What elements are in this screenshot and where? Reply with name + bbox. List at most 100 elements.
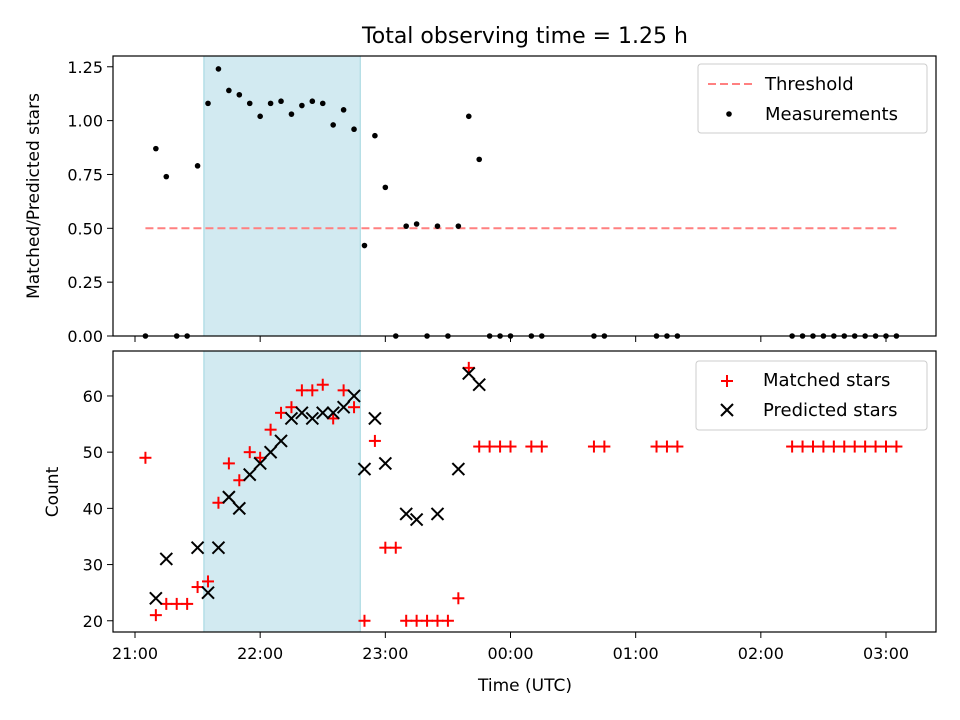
measurement-point xyxy=(893,333,900,339)
matched-star-point xyxy=(243,446,256,459)
bottom-y-tick-label: 30 xyxy=(83,556,103,575)
predicted-x-b xyxy=(451,462,466,476)
matched-star-point xyxy=(473,440,486,453)
matched-star-point xyxy=(295,384,308,397)
predicted-star-point xyxy=(368,411,382,426)
measurement-point xyxy=(591,333,597,339)
matched-star-point xyxy=(327,412,340,425)
predicted-star-point xyxy=(190,540,205,555)
matched-star-point xyxy=(306,384,319,397)
predicted-x-b xyxy=(430,507,445,521)
top-y-tick-label: 0.75 xyxy=(67,165,103,184)
matched-star-point xyxy=(275,406,288,419)
top-legend: Threshold Measurements xyxy=(697,63,928,134)
predicted-x-b xyxy=(472,378,486,392)
measurement-point xyxy=(872,333,879,339)
predicted-star-point xyxy=(159,552,173,566)
predicted-x-b xyxy=(201,585,215,600)
measurement-point xyxy=(205,100,211,107)
measurement-point xyxy=(382,184,389,191)
measurement-point xyxy=(528,333,535,339)
matched-star-point xyxy=(671,440,684,453)
measurement-point xyxy=(403,223,409,229)
measurement-point xyxy=(215,66,222,72)
measurement-point xyxy=(340,107,347,113)
bottom-legend-box xyxy=(695,360,928,431)
predicted-star-point xyxy=(305,411,320,426)
matched-star-point xyxy=(139,451,152,464)
legend-measurements-swatch xyxy=(726,111,732,117)
measurement-point xyxy=(841,333,848,339)
x-tick-label: 22:00 xyxy=(237,644,283,663)
top-shaded-interval xyxy=(203,55,361,337)
measurement-point xyxy=(319,100,326,107)
matched-star-point xyxy=(160,597,173,610)
predicted-x-b xyxy=(222,490,236,504)
matched-star-point xyxy=(264,423,277,436)
predicted-star-point xyxy=(336,400,351,414)
predicted-star-point xyxy=(357,462,372,476)
measurement-point xyxy=(142,333,149,339)
bottom-plot-area: 20 30 40 50 60 21:00 22:00 23:00 00:00 01:00 02:00… xyxy=(83,350,937,663)
measurement-point xyxy=(486,333,493,339)
matched-star-point xyxy=(598,440,611,453)
measurement-point xyxy=(299,102,305,109)
measurement-point xyxy=(163,173,170,180)
measurement-point xyxy=(674,333,681,339)
predicted-star-point xyxy=(451,462,466,476)
matched-star-point xyxy=(149,609,162,622)
legend-predicted-label: Predicted stars xyxy=(763,400,897,421)
x-tick-label: 23:00 xyxy=(362,644,408,663)
predicted-star-point xyxy=(409,512,424,527)
x-axis-label: Time (UTC) xyxy=(477,676,572,696)
measurement-point xyxy=(288,111,295,117)
measurement-point xyxy=(257,113,263,120)
x-tick-label: 02:00 xyxy=(738,644,784,663)
matched-star-point xyxy=(859,440,872,453)
predicted-star-point xyxy=(274,434,288,448)
predicted-star-point xyxy=(149,591,163,605)
measurement-point xyxy=(361,242,368,249)
measurement-point xyxy=(309,98,316,105)
predicted-x-b xyxy=(274,434,288,448)
top-panel: 0.00 0.25 0.50 0.75 1.00 1.25 Matched/Predict… xyxy=(24,55,937,346)
measurement-point xyxy=(799,333,806,339)
x-tick-label: 03:00 xyxy=(863,644,909,663)
predicted-x-b xyxy=(347,389,361,403)
bottom-y-axis-label: Count xyxy=(43,466,63,517)
predicted-star-point xyxy=(378,456,393,471)
legend-matched-label: Matched stars xyxy=(763,370,890,391)
matched-star-point xyxy=(212,496,225,509)
matched-star-point xyxy=(233,474,246,487)
matched-star-point xyxy=(817,440,830,453)
top-axes-frame xyxy=(112,55,937,337)
matched-star-point xyxy=(525,440,538,453)
matched-star-point xyxy=(869,440,882,453)
matched-star-point xyxy=(358,614,371,627)
matched-star-point xyxy=(786,440,799,453)
matched-star-point xyxy=(379,541,392,554)
measurement-point xyxy=(883,333,889,339)
predicted-x-b xyxy=(190,540,205,555)
measurement-point xyxy=(653,333,660,339)
measurement-point xyxy=(184,333,190,339)
predicted-star-point xyxy=(430,507,445,521)
top-y-tick-label: 1.00 xyxy=(67,112,103,131)
matched-star-point xyxy=(181,597,194,610)
matched-star-point xyxy=(400,614,413,627)
matched-star-point xyxy=(170,597,183,610)
predicted-x-b xyxy=(211,540,226,555)
matched-star-point xyxy=(421,614,434,627)
predicted-star-point xyxy=(399,507,413,521)
predicted-star-point xyxy=(253,456,267,471)
predicted-x-b xyxy=(295,406,309,420)
predicted-x-b xyxy=(399,507,413,521)
measurement-point xyxy=(392,333,399,339)
matched-star-point xyxy=(890,440,903,453)
measurement-point xyxy=(413,221,420,227)
predicted-star-point xyxy=(472,378,486,392)
matched-star-point xyxy=(410,614,423,627)
predicted-star-point xyxy=(462,366,476,381)
matched-star-point xyxy=(348,401,361,414)
